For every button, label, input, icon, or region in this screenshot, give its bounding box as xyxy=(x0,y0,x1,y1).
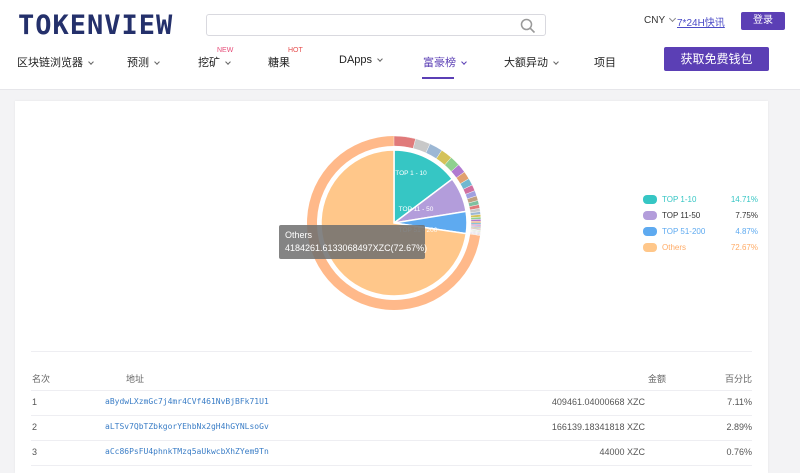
nav-item-predict[interactable]: 预测 xyxy=(127,54,160,70)
currency-selector[interactable]: CNY xyxy=(644,14,677,26)
nav-item-mining[interactable]: 挖矿 xyxy=(198,54,231,70)
table-row-divider xyxy=(31,440,752,441)
pie-slice-top-1-10[interactable] xyxy=(393,149,454,225)
nav-item-explorer[interactable]: 区块链浏览器 xyxy=(17,54,94,70)
rank-cell: 3 xyxy=(32,447,38,457)
rank-cell: 2 xyxy=(32,422,38,432)
chevron-down-icon xyxy=(461,59,467,65)
chevron-down-icon xyxy=(669,14,677,23)
top-header: TOKENVIEW CNY 7*24H快讯 登录 区块链浏览器 预测 挖矿 糖果… xyxy=(0,0,800,90)
tokenview-logo[interactable]: TOKENVIEW xyxy=(18,10,174,41)
pie-slice-others[interactable] xyxy=(320,149,468,297)
table-row-divider xyxy=(31,415,752,416)
nav-item-dapps[interactable]: DApps xyxy=(339,54,383,66)
table-divider xyxy=(31,390,752,391)
outer-ring-holder-slice[interactable] xyxy=(470,221,482,224)
legend-label: TOP 51-200 xyxy=(662,227,706,236)
amount-cell: 409461.04000668 XZC xyxy=(551,397,645,407)
legend-value: 14.71% xyxy=(730,195,758,204)
currency-label: CNY xyxy=(644,15,666,26)
legend-item[interactable]: TOP 11-50 7.75% xyxy=(643,209,758,225)
nav-label: 大额异动 xyxy=(504,57,548,69)
address-link[interactable]: aCc86PsFU4phnkTMzq5aUkwcbXhZYem9Tn xyxy=(105,447,269,456)
amount-cell: 166139.18341818 XZC xyxy=(551,422,645,432)
rank-header: 名次 xyxy=(32,374,51,384)
legend-label: TOP 1-10 xyxy=(662,195,697,204)
table-row-divider xyxy=(31,465,752,466)
percent-cell: 7.11% xyxy=(727,397,752,407)
legend-item[interactable]: Others 72.67% xyxy=(643,241,758,257)
hot-badge: HOT xyxy=(288,47,303,54)
chevron-down-icon xyxy=(225,59,231,65)
active-tab-indicator xyxy=(422,77,454,79)
nav-label: 富豪榜 xyxy=(423,57,456,69)
search-icon[interactable] xyxy=(519,17,537,35)
nav-item-projects[interactable]: 项目 xyxy=(594,54,616,70)
nav-label: 预测 xyxy=(127,57,149,69)
amount-header: 金额 xyxy=(648,374,667,384)
legend-value: 4.87% xyxy=(735,227,758,236)
nav-item-candy[interactable]: 糖果 xyxy=(268,54,290,70)
percent-cell: 0.76% xyxy=(726,447,752,457)
pie-inner-label: TOP 11 - 50 xyxy=(399,206,434,213)
section-divider xyxy=(31,351,752,352)
get-wallet-button[interactable]: 获取免费钱包 xyxy=(664,47,769,71)
chevron-down-icon xyxy=(377,56,383,62)
legend-swatch xyxy=(643,227,657,236)
tooltip-value: 4184261.6133068497XZC(72.67%) xyxy=(285,243,428,253)
chart-tooltip: Others 4184261.6133068497XZC(72.67%) xyxy=(279,225,428,259)
nav-label: 区块链浏览器 xyxy=(17,57,83,69)
percent-cell: 2.89% xyxy=(726,422,752,432)
nav-label: 挖矿 xyxy=(198,57,220,69)
search-input[interactable] xyxy=(206,14,546,36)
legend-label: Others xyxy=(662,243,687,252)
address-link[interactable]: aBydwLXzmGc7j4mr4CVf461NvBjBFk71U1 xyxy=(105,397,269,406)
nav-label: DApps xyxy=(339,54,373,66)
legend-label: TOP 11-50 xyxy=(662,211,701,220)
nav-item-rich-list[interactable]: 富豪榜 xyxy=(423,54,467,70)
legend-swatch xyxy=(643,195,657,204)
legend-item[interactable]: TOP 51-200 4.87% xyxy=(643,225,758,241)
address-header: 地址 xyxy=(126,374,145,384)
main-nav: 区块链浏览器 预测 挖矿 糖果 DApps 富豪榜 大额异动 项目 xyxy=(0,50,800,80)
rank-cell: 1 xyxy=(32,397,38,407)
nav-label: 糖果 xyxy=(268,57,290,69)
pie-inner-label: TOP 1 - 10 xyxy=(395,170,427,177)
nav-item-large-transfers[interactable]: 大额异动 xyxy=(504,54,559,70)
login-button[interactable]: 登录 xyxy=(741,12,785,30)
chevron-down-icon xyxy=(88,59,94,65)
chart-legend: TOP 1-10 14.71% TOP 11-50 7.75% TOP 51-200 4.… xyxy=(643,193,758,257)
news-link[interactable]: 7*24H快讯 xyxy=(677,18,725,29)
legend-swatch xyxy=(643,243,657,252)
nav-label: 项目 xyxy=(594,57,616,69)
address-link[interactable]: aLTSv7QbTZbkgorYEhbNx2gH4hGYNLsoGv xyxy=(105,422,269,431)
chevron-down-icon xyxy=(553,59,559,65)
legend-value: 72.67% xyxy=(730,243,758,252)
legend-value: 7.75% xyxy=(735,211,758,220)
percent-header: 百分比 xyxy=(725,374,753,384)
new-badge: NEW xyxy=(217,47,234,54)
chevron-down-icon xyxy=(154,59,160,65)
legend-item[interactable]: TOP 1-10 14.71% xyxy=(643,193,758,209)
outer-ring-holder-slice[interactable] xyxy=(469,233,481,236)
amount-cell: 44000 XZC xyxy=(599,447,645,457)
outer-ring-holder-slice[interactable] xyxy=(393,135,416,149)
tooltip-title: Others xyxy=(285,230,313,240)
legend-swatch xyxy=(643,211,657,220)
